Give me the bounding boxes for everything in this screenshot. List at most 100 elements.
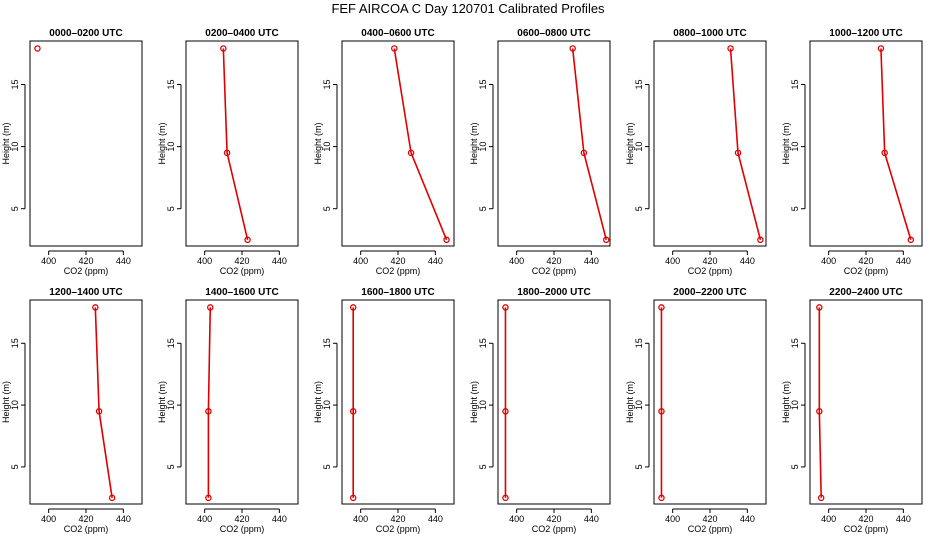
panel: 2200–2400 UTC 400 420 440 CO2 (ppm) 5 10 15 Heig… xyxy=(781,287,923,534)
y-tick-label: 5 xyxy=(10,464,20,469)
y-axis-label: Height (m) xyxy=(1,122,11,164)
x-tick-label: 400 xyxy=(41,514,56,524)
data-point xyxy=(205,408,212,415)
y-tick-label: 5 xyxy=(166,464,176,469)
profile-line xyxy=(571,48,608,240)
figure-title: FEF AIRCOA C Day 120701 Calibrated Profi… xyxy=(331,1,605,16)
y-tick-label: 5 xyxy=(478,464,488,469)
y-tick-label: 10 xyxy=(322,400,332,410)
y-tick-label: 15 xyxy=(478,79,488,89)
y-tick-label: 10 xyxy=(478,400,488,410)
plot-frame xyxy=(497,40,611,247)
profile-line xyxy=(94,307,113,498)
panel-title: 0200–0400 UTC xyxy=(205,28,278,39)
y-tick-label: 5 xyxy=(634,464,644,469)
data-point xyxy=(349,494,357,502)
x-tick-label: 440 xyxy=(584,256,599,266)
panel: 0800–1000 UTC 400 420 440 CO2 (ppm) 5 10 15 Heig… xyxy=(625,28,767,276)
data-point xyxy=(658,494,665,502)
x-tick-label: 400 xyxy=(665,514,680,524)
y-axis-label: Height (m) xyxy=(157,122,167,164)
data-point xyxy=(220,45,227,52)
y-tick-label: 10 xyxy=(790,400,800,410)
y-tick-label: 5 xyxy=(790,464,800,469)
panel-title: 0800–1000 UTC xyxy=(673,28,746,39)
x-tick-label: 420 xyxy=(546,514,561,524)
y-tick-label: 10 xyxy=(634,400,644,410)
x-tick-label: 420 xyxy=(234,514,249,524)
data-point xyxy=(502,304,509,311)
data-point xyxy=(881,149,888,157)
x-tick-label: 440 xyxy=(584,514,599,524)
data-point xyxy=(244,236,251,244)
x-axis-label: CO2 (ppm) xyxy=(376,524,421,534)
y-tick-label: 15 xyxy=(634,338,644,348)
x-tick-label: 440 xyxy=(740,514,755,524)
x-tick-label: 440 xyxy=(896,256,911,266)
x-tick-label: 420 xyxy=(390,256,405,266)
x-tick-label: 420 xyxy=(858,514,873,524)
data-point xyxy=(95,408,103,415)
y-tick-label: 10 xyxy=(10,142,20,152)
x-tick-label: 420 xyxy=(234,256,249,266)
data-point xyxy=(391,45,398,52)
y-tick-label: 15 xyxy=(322,338,332,348)
data-point xyxy=(349,304,357,311)
y-tick-label: 10 xyxy=(322,142,332,152)
data-point xyxy=(443,236,450,244)
x-tick-label: 400 xyxy=(197,256,212,266)
x-tick-label: 420 xyxy=(546,256,561,266)
panel: 0400–0600 UTC 400 420 440 CO2 (ppm) 5 10 15 Heig… xyxy=(313,28,455,276)
y-tick-label: 15 xyxy=(634,79,644,89)
x-tick-label: 400 xyxy=(821,514,836,524)
x-tick-label: 400 xyxy=(821,256,836,266)
panels: 0000–0200 UTC 400 420 440 CO2 (ppm) 5 10 15 Heig… xyxy=(1,28,923,534)
y-tick-label: 5 xyxy=(478,206,488,211)
data-point xyxy=(205,494,212,502)
data-point xyxy=(34,45,41,52)
x-axis-label: CO2 (ppm) xyxy=(376,266,421,276)
data-point xyxy=(502,494,509,502)
panel-title: 1400–1600 UTC xyxy=(205,287,278,298)
x-tick-label: 440 xyxy=(272,514,287,524)
profile-line xyxy=(818,307,822,498)
data-point xyxy=(658,304,665,311)
profile-line xyxy=(207,307,212,498)
data-point xyxy=(877,45,885,52)
y-tick-label: 5 xyxy=(322,206,332,211)
x-axis-label: CO2 (ppm) xyxy=(220,266,265,276)
x-axis-label: CO2 (ppm) xyxy=(532,266,577,276)
y-tick-label: 15 xyxy=(790,79,800,89)
y-tick-label: 10 xyxy=(478,142,488,152)
panel: 0000–0200 UTC 400 420 440 CO2 (ppm) 5 10 15 Heig… xyxy=(1,28,143,276)
data-point xyxy=(817,494,825,502)
x-tick-label: 400 xyxy=(197,514,212,524)
x-axis-label: CO2 (ppm) xyxy=(844,524,889,534)
x-tick-label: 400 xyxy=(509,256,524,266)
plot-frame xyxy=(185,40,299,247)
data-point xyxy=(207,304,214,311)
data-point xyxy=(407,149,415,157)
x-tick-label: 400 xyxy=(353,514,368,524)
y-axis-label: Height (m) xyxy=(157,381,167,423)
panel: 1400–1600 UTC 400 420 440 CO2 (ppm) 5 10 15 Heig… xyxy=(157,287,299,534)
panel: 1200–1400 UTC 400 420 440 CO2 (ppm) 5 10 15 Heig… xyxy=(1,287,143,534)
y-axis-label: Height (m) xyxy=(781,122,791,164)
y-tick-label: 5 xyxy=(10,206,20,211)
panel: 1600–1800 UTC 400 420 440 CO2 (ppm) 5 10 15 Heig… xyxy=(313,287,455,534)
x-tick-label: 440 xyxy=(428,514,443,524)
y-tick-label: 10 xyxy=(10,400,20,410)
data-point xyxy=(223,149,231,157)
data-point xyxy=(816,304,823,311)
y-tick-label: 5 xyxy=(322,464,332,469)
panel: 1000–1200 UTC 400 420 440 CO2 (ppm) 5 10 15 Heig… xyxy=(781,28,923,276)
plot-frame xyxy=(341,299,455,505)
y-tick-label: 15 xyxy=(478,338,488,348)
plot-frame xyxy=(497,299,611,505)
profile-line xyxy=(393,48,448,241)
panel-title: 0400–0600 UTC xyxy=(361,28,434,39)
plot-frame xyxy=(29,40,143,247)
plot-frame xyxy=(29,299,143,505)
panel-title: 0600–0800 UTC xyxy=(517,28,590,39)
y-axis-label: Height (m) xyxy=(469,122,479,164)
